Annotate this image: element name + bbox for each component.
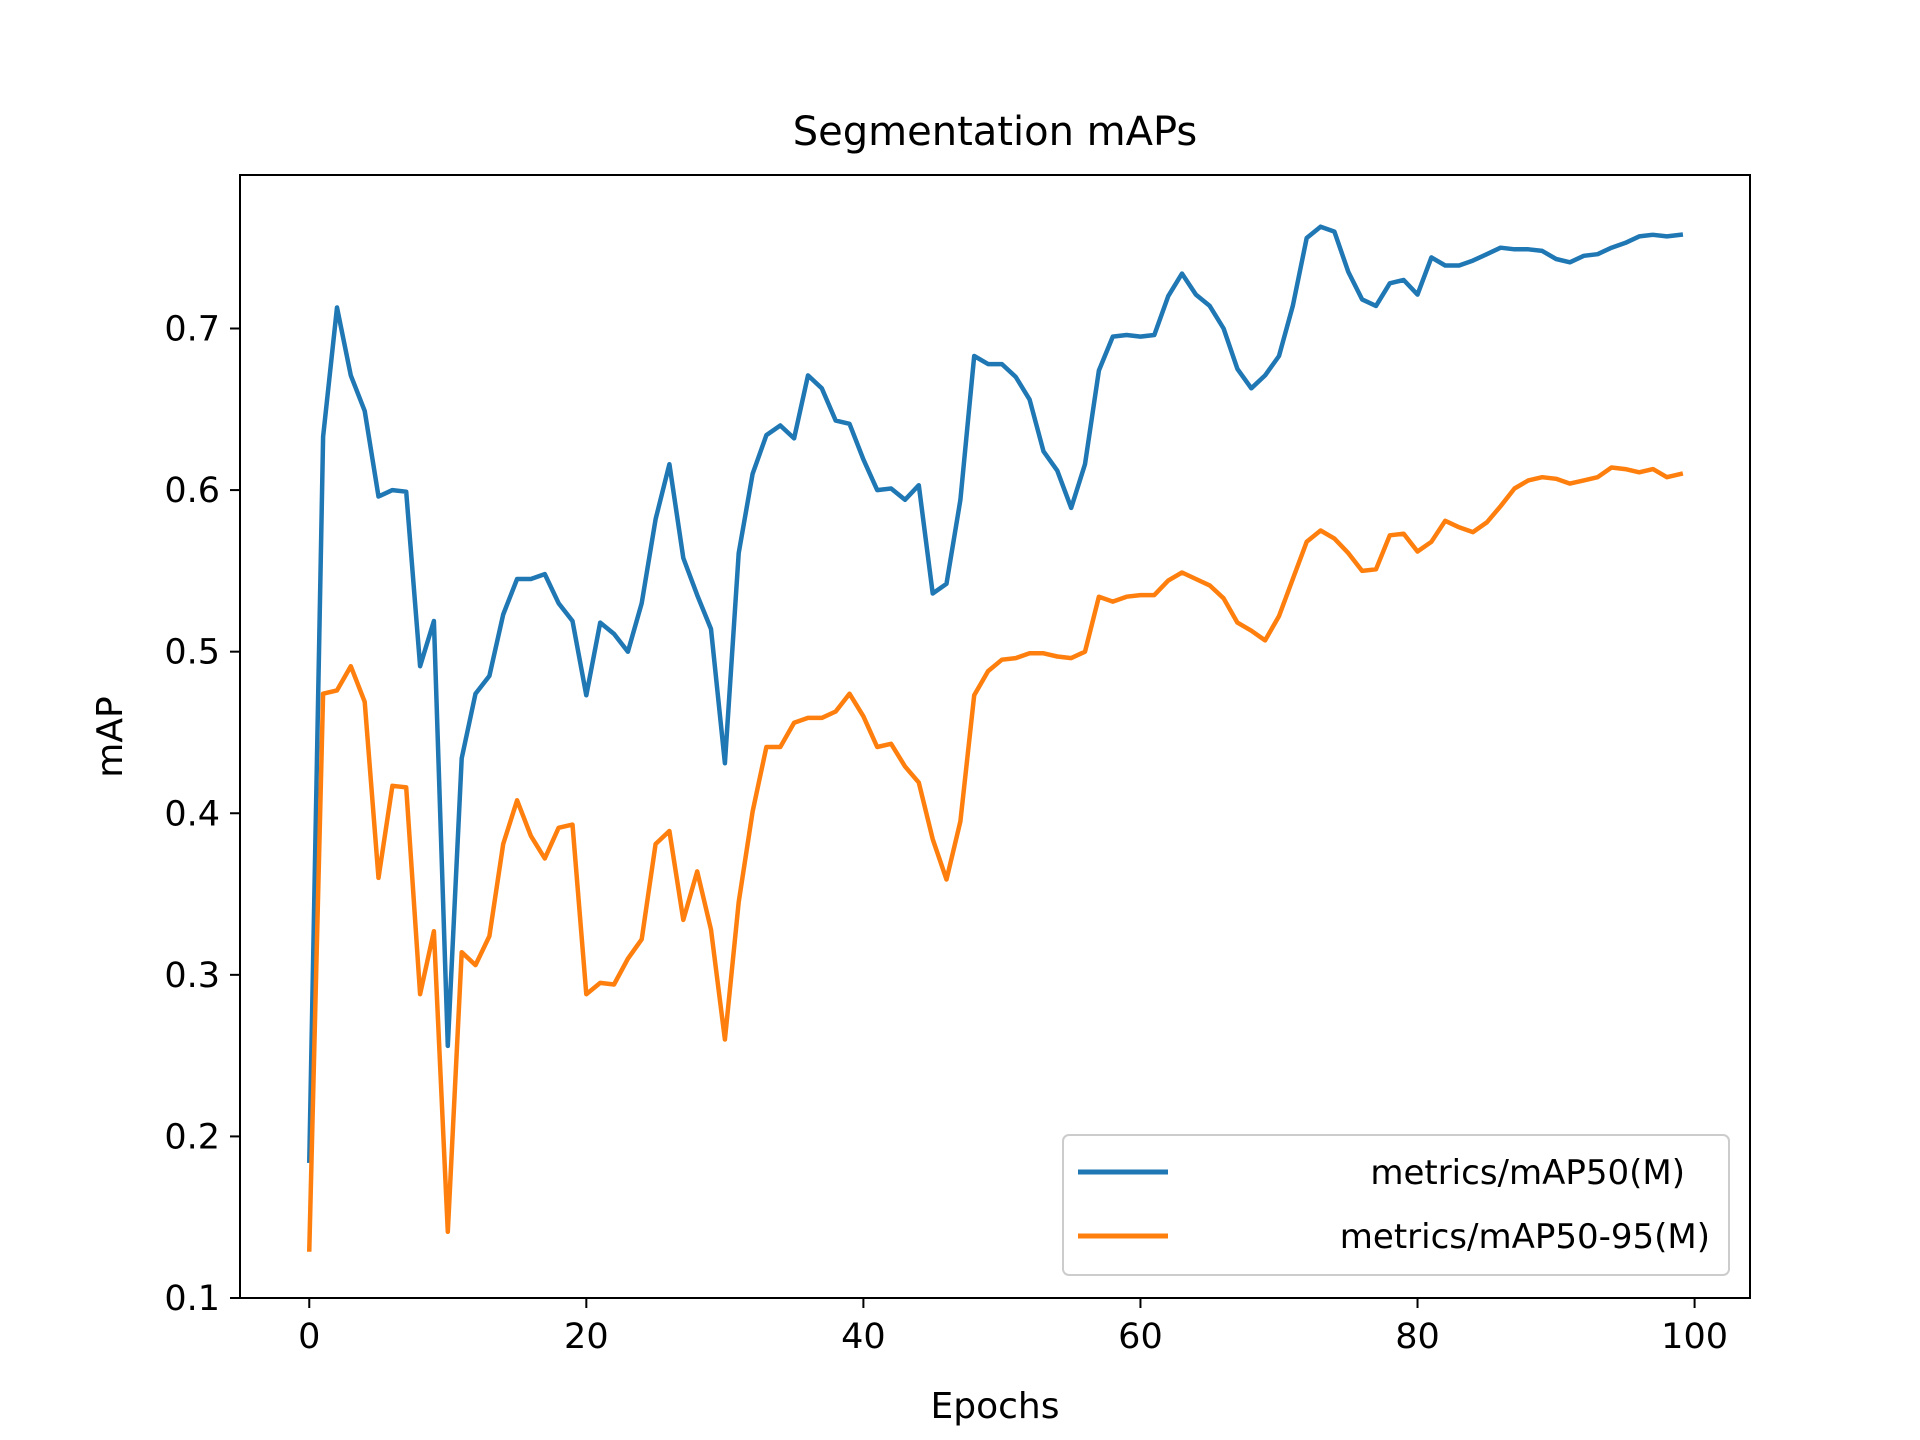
- series-line-map50: [307, 224, 1684, 1163]
- x-axis: 0 20 40 60 80 100: [298, 1298, 1728, 1357]
- y-tick-label: 0.5: [164, 633, 220, 673]
- x-tick-label: 100: [1661, 1317, 1728, 1357]
- legend: metrics/mAP50(M) metrics/mAP50-95(M): [1062, 1134, 1730, 1276]
- series-line-map50-95: [306, 465, 1684, 1252]
- y-tick-label: 0.6: [164, 471, 220, 511]
- legend-label-map50: metrics/mAP50(M): [1370, 1153, 1685, 1193]
- x-tick-label: 20: [564, 1317, 609, 1357]
- y-axis-label: mAP: [90, 696, 131, 777]
- y-tick-label: 0.4: [164, 794, 220, 834]
- x-axis-label: Epochs: [931, 1386, 1060, 1427]
- y-tick-label: 0.2: [164, 1117, 220, 1157]
- y-tick-label: 0.3: [164, 956, 220, 996]
- chart-title: Segmentation mAPs: [793, 109, 1197, 155]
- x-tick-label: 0: [298, 1317, 320, 1357]
- y-tick-label: 0.7: [164, 310, 220, 350]
- y-axis: 0.1 0.2 0.3 0.4 0.5 0.6 0.7: [164, 310, 240, 1319]
- x-tick-label: 60: [1118, 1317, 1163, 1357]
- legend-box: [1062, 1134, 1730, 1276]
- y-tick-label: 0.1: [164, 1279, 220, 1319]
- x-tick-label: 80: [1395, 1317, 1440, 1357]
- plot-frame: [239, 174, 1751, 1299]
- series-layer: [306, 224, 1684, 1252]
- legend-label-map50-95: metrics/mAP50-95(M): [1340, 1217, 1710, 1257]
- x-tick-label: 40: [841, 1317, 886, 1357]
